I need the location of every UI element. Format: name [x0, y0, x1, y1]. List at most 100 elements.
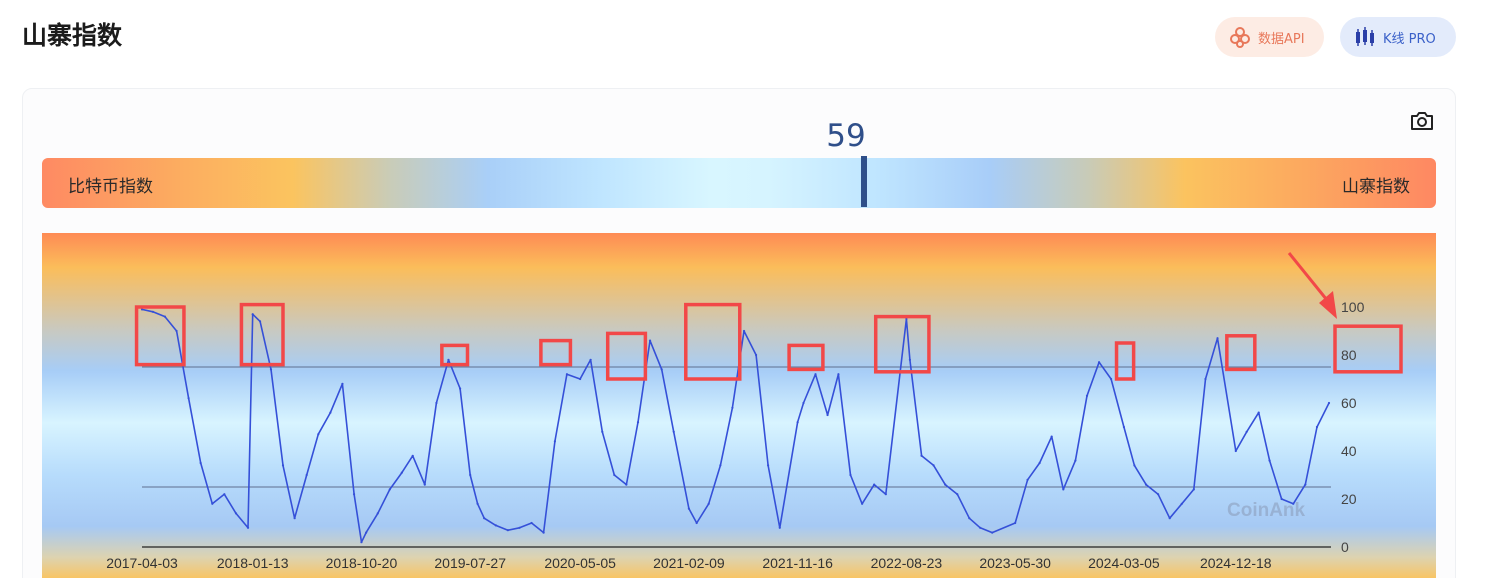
data-point: [223, 493, 226, 496]
data-point: [707, 502, 710, 505]
camera-icon[interactable]: [1409, 109, 1435, 133]
highlight-boxes: [134, 302, 1403, 381]
gauge-marker: [861, 156, 868, 207]
data-point: [258, 320, 262, 323]
kline-pro-button[interactable]: K线 PRO: [1340, 17, 1456, 57]
data-point: [140, 308, 144, 311]
data-point: [1327, 401, 1331, 405]
candlestick-icon: [1356, 27, 1374, 46]
data-point: [1156, 493, 1160, 496]
peak-highlight-box: [134, 305, 186, 367]
data-point: [814, 373, 817, 376]
data-point: [423, 483, 426, 486]
data-point: [151, 310, 154, 313]
gauge-left-label: 比特币指数: [68, 177, 153, 197]
peak-highlight-box: [239, 302, 285, 367]
data-point: [1234, 449, 1237, 453]
arrow-shaft: [1287, 252, 1333, 306]
data-point: [187, 397, 190, 400]
data-point: [1257, 411, 1260, 414]
data-point: [802, 401, 805, 405]
data-point: [884, 493, 887, 496]
peak-highlight-box: [873, 314, 931, 374]
altcoin-index-chart: 0 20 40 60 80 100 2017-04-03 2018-01-13 2018-10-…: [42, 233, 1436, 578]
data-point: [1062, 488, 1065, 491]
x-tick-label: 2024-03-05: [1088, 555, 1160, 571]
data-point: [687, 507, 690, 510]
data-point: [636, 421, 640, 424]
data-point: [400, 471, 403, 474]
data-point: [719, 464, 722, 467]
data-point: [1085, 394, 1089, 397]
peak-highlight-box: [440, 343, 470, 367]
y-tick-label-100: 100: [1341, 299, 1365, 315]
data-point: [305, 473, 308, 477]
arrow-annotation: [1287, 252, 1337, 319]
y-tick-label-60: 60: [1341, 395, 1357, 411]
data-point: [1122, 425, 1126, 429]
data-point: [1026, 478, 1029, 481]
data-point: [1180, 502, 1183, 505]
data-point: [530, 521, 533, 525]
series-group: [140, 308, 1331, 544]
data-point: [905, 317, 908, 321]
data-point: [1315, 425, 1319, 429]
data-point: [163, 315, 167, 318]
data-point: [1280, 497, 1283, 501]
data-point: [435, 401, 438, 405]
data-point: [778, 526, 781, 529]
data-point: [234, 512, 238, 515]
data-point: [1192, 488, 1195, 491]
x-tick-label: 2017-04-03: [106, 555, 178, 571]
api-icon: [1230, 27, 1250, 48]
data-point: [589, 358, 592, 361]
data-point: [565, 373, 569, 376]
y-tick-label-0: 0: [1341, 539, 1349, 555]
data-point: [1133, 464, 1136, 467]
data-point: [1268, 459, 1271, 462]
x-tick-label: 2024-12-18: [1200, 555, 1272, 571]
data-point: [269, 368, 273, 371]
chart-background: [42, 233, 1436, 578]
x-tick-label: 2021-02-09: [653, 555, 725, 571]
data-point: [1074, 459, 1077, 462]
x-tick-label: 2019-07-27: [434, 555, 506, 571]
y-tick-label-40: 40: [1341, 443, 1357, 459]
data-point: [920, 454, 923, 457]
chart-svg: 0 20 40 60 80 100 2017-04-03 2018-01-13 2018-10-…: [42, 233, 1436, 578]
data-point: [991, 531, 994, 534]
data-point: [1292, 502, 1295, 505]
data-point: [1109, 377, 1113, 381]
data-point: [542, 531, 545, 534]
data-point: [246, 526, 250, 529]
data-point: [861, 502, 864, 505]
peak-highlight-box: [539, 338, 573, 367]
data-point: [908, 358, 911, 361]
data-point: [837, 373, 840, 376]
y-tick-label-80: 80: [1341, 347, 1357, 363]
data-point: [553, 440, 556, 443]
data-point: [365, 531, 368, 534]
data-point: [1204, 377, 1207, 381]
data-point: [613, 473, 616, 477]
data-point: [660, 368, 663, 371]
data-point: [1038, 461, 1041, 465]
data-api-button[interactable]: 数据API: [1215, 17, 1324, 57]
data-point: [376, 512, 379, 515]
gauge-right-label: 山寨指数: [1342, 177, 1410, 197]
data-point: [388, 488, 391, 491]
data-point: [979, 526, 982, 529]
data-point: [579, 377, 582, 381]
data-point: [956, 493, 959, 496]
data-point: [476, 502, 479, 505]
page-title: 山寨指数: [22, 21, 123, 50]
x-tick-label: 2022-08-23: [871, 555, 943, 571]
data-point: [1097, 361, 1101, 364]
data-point: [944, 483, 947, 486]
data-point: [873, 483, 876, 486]
data-point: [672, 430, 675, 433]
data-point: [251, 313, 254, 316]
data-point: [411, 454, 414, 457]
data-point: [796, 421, 799, 424]
